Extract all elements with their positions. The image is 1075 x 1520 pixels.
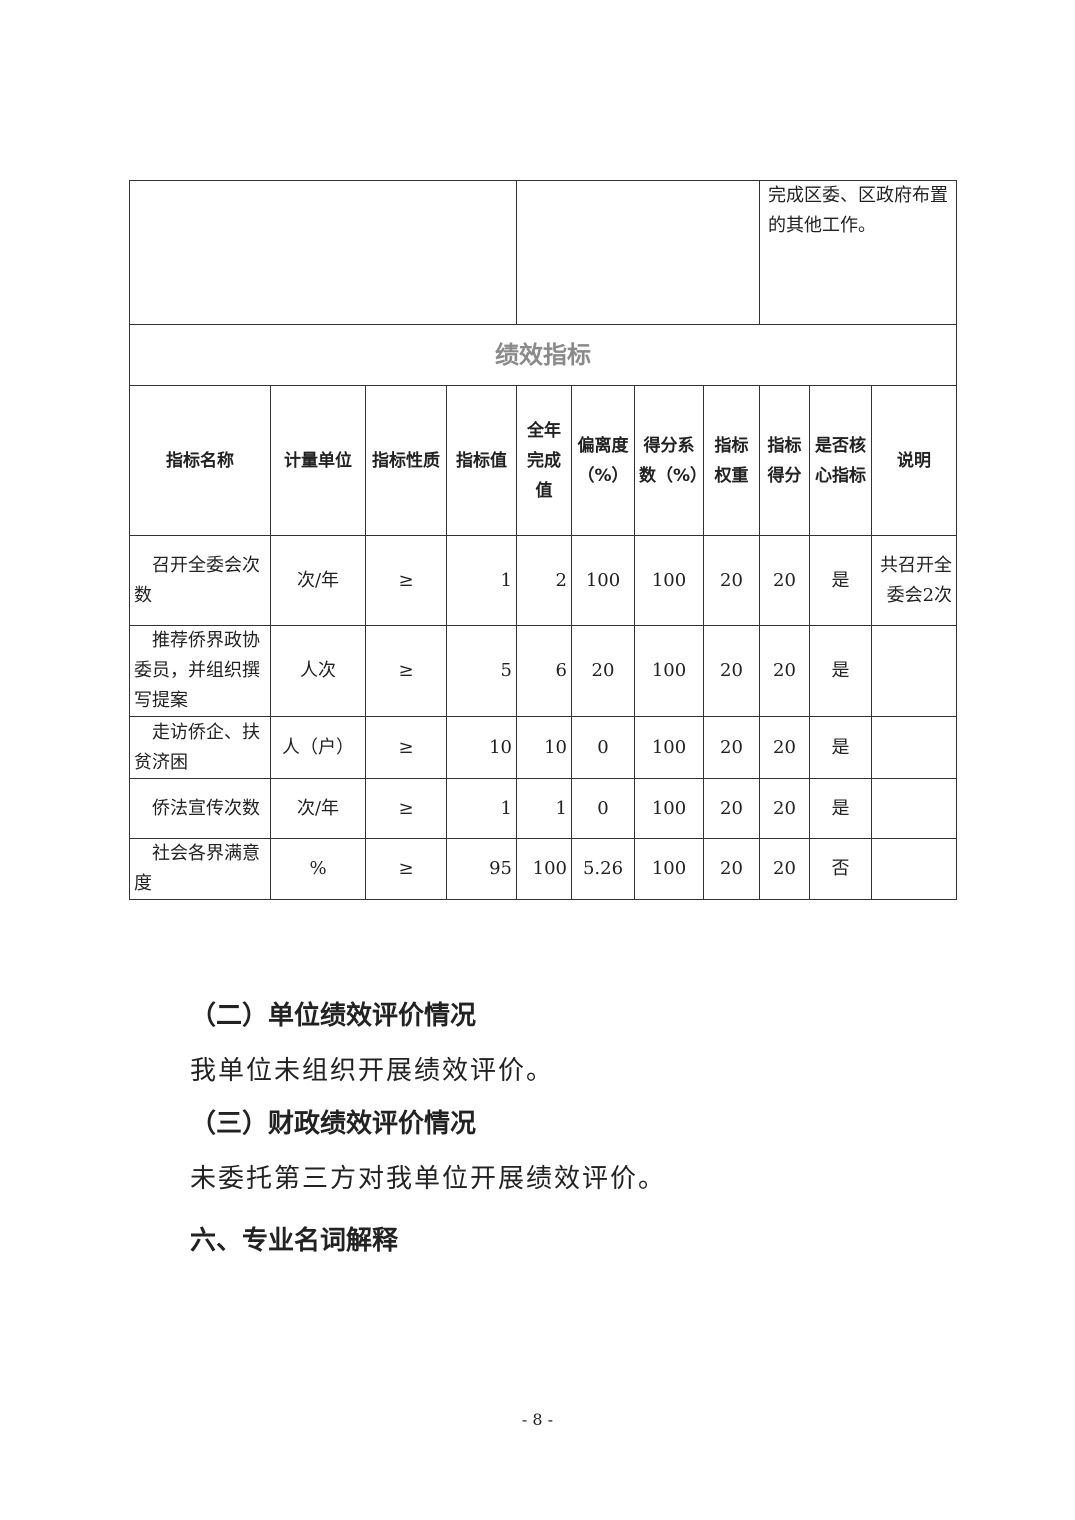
table-cell: 20: [703, 716, 760, 779]
page-number: - 8 -: [521, 1410, 554, 1429]
table-cell: 100: [634, 716, 704, 779]
table-cell: ≥: [365, 716, 447, 779]
header-cell: 指标得分: [759, 385, 810, 536]
table-cell: 否: [809, 838, 872, 900]
header-cell: 计量单位: [270, 385, 366, 536]
table-cell: 100: [634, 535, 704, 626]
table-cell: 是: [809, 716, 872, 779]
table-cell: [870, 778, 958, 839]
table-cell: 0: [571, 778, 635, 839]
table-cell: ≥: [365, 535, 447, 626]
table-cell: 10: [446, 716, 517, 779]
top-cell-3: 完成区委、区政府布置的其他工作。: [758, 180, 958, 325]
performance-table: 完成区委、区政府布置的其他工作。 绩效指标 指标名称 计量单位 指标性质 指标值 全年完…: [128, 180, 958, 900]
table-cell: 侨法宣传次数: [129, 778, 271, 839]
heading-terms: 六、专业名词解释: [190, 1226, 399, 1256]
table-cell: 走访侨企、扶贫济困: [129, 716, 271, 779]
table-cell: 人次: [270, 625, 366, 717]
table-cell: [870, 838, 958, 900]
table-cell: 社会各界满意度: [129, 838, 271, 900]
table-cell: 推荐侨界政协委员，并组织撰写提案: [129, 625, 271, 717]
table-cell: 20: [759, 716, 810, 779]
top-cell-1: [129, 180, 517, 325]
table-row: 走访侨企、扶贫济困 人（户） ≥10 10 0 100 20 20 是: [129, 716, 958, 779]
table-cell: 20: [703, 778, 760, 839]
table-cell: 20: [759, 535, 810, 626]
table-cell: 1: [446, 535, 517, 626]
table-cell: 20: [703, 625, 760, 717]
paragraph-finance-evaluation: 未委托第三方对我单位开展绩效评价。: [190, 1164, 667, 1194]
section-title: 绩效指标: [128, 324, 958, 386]
table-cell: 次/年: [270, 535, 366, 626]
table-cell: 1: [516, 778, 572, 839]
paragraph-unit-evaluation: 我单位未组织开展绩效评价。: [190, 1056, 555, 1086]
top-cell-2: [516, 180, 760, 325]
header-cell: 指标名称: [129, 385, 271, 536]
table-cell: 20: [571, 625, 635, 717]
table-cell: [870, 625, 958, 717]
table-cell: 100: [634, 778, 704, 839]
table-cell: 20: [759, 778, 810, 839]
table-row: 社会各界满意度% ≥95 100 5.26 100 20 20 否: [129, 838, 958, 900]
table-cell: 1: [446, 778, 517, 839]
header-cell: 得分系数（%）: [634, 385, 707, 536]
table-cell: 召开全委会次数: [129, 535, 271, 626]
table-cell: %: [270, 838, 366, 900]
table-cell: 20: [703, 838, 760, 900]
table-cell: [870, 716, 958, 779]
table-cell: 6: [516, 625, 572, 717]
heading-finance-evaluation: （三）财政绩效评价情况: [190, 1109, 477, 1139]
table-cell: 20: [759, 838, 810, 900]
table-cell: 20: [703, 535, 760, 626]
table-cell: 是: [809, 535, 872, 626]
header-cell: 指标性质: [365, 385, 447, 536]
section-title-row: 绩效指标: [128, 324, 958, 386]
heading-unit-evaluation: （二）单位绩效评价情况: [190, 1001, 477, 1031]
header-cell: 指标权重: [703, 385, 760, 536]
table-cell: 10: [516, 716, 572, 779]
header-cell: 指标值: [446, 385, 517, 536]
table-cell: 人（户）: [270, 716, 366, 779]
table-cell: 5: [446, 625, 517, 717]
table-row: 召开全委会次数 次/年 ≥1 2 100 100 20 20 是共召开全委会2次: [129, 535, 958, 626]
header-cell: 全年完成值: [516, 385, 572, 536]
table-row: 推荐侨界政协委员，并组织撰写提案 人次 ≥5 6 20 100 20 20 是: [129, 625, 958, 717]
table-cell: ≥: [365, 625, 447, 717]
top-row: 完成区委、区政府布置的其他工作。: [129, 180, 958, 325]
table-cell: 100: [571, 535, 635, 626]
table-cell: 5.26: [571, 838, 635, 900]
table-cell: 100: [634, 838, 704, 900]
header-cell: 偏离度（%）: [571, 385, 635, 536]
table-cell: 2: [516, 535, 572, 626]
table-cell: 共召开全委会2次: [870, 535, 958, 626]
table-row: 侨法宣传次数 次/年 ≥1 1 0 100 20 20 是: [129, 778, 958, 839]
table-cell: 100: [634, 625, 704, 717]
table-cell: 是: [809, 778, 872, 839]
header-row: 指标名称 计量单位 指标性质 指标值 全年完成值 偏离度（%） 得分系数（%） 指标权重 指标得…: [129, 385, 958, 536]
table-cell: 20: [759, 625, 810, 717]
table-cell: ≥: [365, 778, 447, 839]
table-cell: 是: [809, 625, 872, 717]
header-cell: 是否核心指标: [809, 385, 872, 536]
table-cell: 次/年: [270, 778, 366, 839]
table-cell: 95: [446, 838, 517, 900]
table-cell: 0: [571, 716, 635, 779]
table-cell: ≥: [365, 838, 447, 900]
table-cell: 100: [516, 838, 572, 900]
header-cell: 说明: [870, 385, 958, 536]
